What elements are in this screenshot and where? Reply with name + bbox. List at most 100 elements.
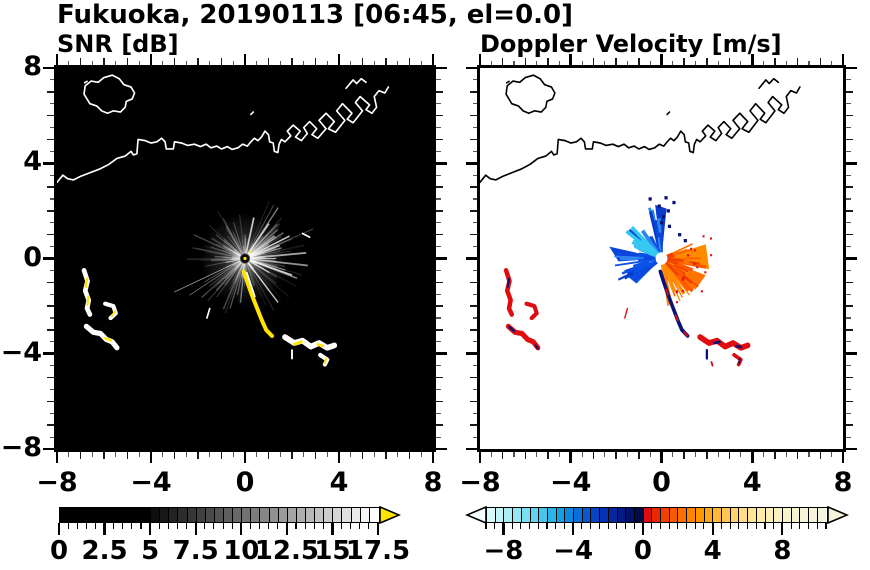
tick <box>846 246 851 248</box>
tick <box>569 54 573 65</box>
radar-ray <box>246 200 270 254</box>
tick <box>846 257 857 260</box>
tick <box>841 54 845 65</box>
tick <box>774 58 776 65</box>
tick <box>841 452 845 463</box>
tick <box>173 58 176 65</box>
tick <box>436 257 447 260</box>
tick <box>185 60 187 65</box>
tick <box>256 60 258 65</box>
colorbar-segment <box>287 508 297 522</box>
tick <box>763 452 765 457</box>
tick <box>819 58 822 65</box>
colorbar-tick <box>616 523 618 529</box>
colorbar-tick <box>240 523 243 535</box>
tick <box>472 174 477 176</box>
tick <box>490 60 492 65</box>
tick <box>466 447 477 451</box>
tick <box>314 452 317 459</box>
colorbar-tick <box>122 523 124 529</box>
colorbar-segment <box>539 508 548 522</box>
radar-ray <box>225 228 243 255</box>
colorbar-tick <box>231 523 233 529</box>
tick <box>513 60 515 65</box>
colorbar-tick <box>485 523 487 529</box>
x-tick-label: 0 <box>235 467 255 498</box>
colorbar-left-arrow <box>464 505 487 524</box>
tick <box>846 210 853 212</box>
x-tick-label: −8 <box>459 467 501 498</box>
radar-ray <box>233 222 244 254</box>
tick <box>49 198 54 200</box>
tick <box>43 447 54 451</box>
tick <box>846 447 857 451</box>
tick <box>197 452 199 459</box>
tick <box>47 186 54 188</box>
tick <box>472 317 477 319</box>
colorbar-segment <box>251 508 261 522</box>
radar-ray <box>233 251 241 257</box>
radar-ray <box>248 227 280 256</box>
echo-main-band <box>241 269 275 338</box>
colorbar-tick <box>113 523 115 529</box>
colorbar-tick <box>222 523 224 529</box>
colorbar-tick <box>502 523 505 535</box>
radar-ray <box>247 262 275 311</box>
tick <box>524 452 527 459</box>
radar-ray <box>233 249 242 256</box>
colorbar-segment <box>513 508 522 522</box>
colorbar-segment <box>315 508 325 522</box>
radar-ray <box>634 242 658 258</box>
tick <box>846 138 853 141</box>
colorbar-tick <box>511 523 513 529</box>
tick <box>649 452 651 457</box>
echo-se-cluster-navy <box>713 340 721 345</box>
tick <box>43 161 54 165</box>
radar-ray <box>197 247 241 258</box>
tick <box>846 150 851 152</box>
y-tick-label: 4 <box>23 146 42 178</box>
colorbar-tick <box>685 523 688 529</box>
velocity-speck <box>681 278 684 281</box>
tick <box>103 452 105 459</box>
colorbar-segment <box>178 508 188 522</box>
tick <box>466 352 477 356</box>
tick <box>361 58 364 65</box>
colorbar-segment <box>187 508 197 522</box>
tick <box>279 452 281 457</box>
radar-ray <box>209 261 242 287</box>
tick <box>43 257 54 260</box>
tick <box>436 66 447 70</box>
radar-ray <box>248 233 268 256</box>
radar-ray <box>216 262 243 298</box>
radar-ray <box>233 251 241 257</box>
colorbar-tick <box>641 523 644 535</box>
tick <box>706 58 708 65</box>
colorbar-tick <box>598 523 600 529</box>
tick <box>513 452 515 457</box>
tick <box>472 269 477 271</box>
radar-ray <box>234 234 244 254</box>
colorbar-segment <box>800 508 810 522</box>
tick <box>592 58 595 65</box>
radar-ray <box>666 254 675 259</box>
radar-ray <box>222 245 241 257</box>
radar-ray <box>224 261 242 280</box>
colorbar-label: 7.5 <box>172 536 219 566</box>
tick <box>683 58 685 65</box>
colorbar-tick <box>322 523 324 529</box>
colorbar-tick <box>651 523 653 529</box>
radar-ray <box>234 263 244 284</box>
tick <box>436 114 443 117</box>
radar-ray <box>248 230 278 256</box>
colorbar-segment <box>305 508 316 522</box>
radar-ray <box>234 248 242 256</box>
radar-ray <box>664 262 690 296</box>
radar-ray <box>225 250 241 257</box>
radar-ray <box>233 251 241 257</box>
radar-ray <box>248 262 281 299</box>
tick <box>470 91 477 93</box>
tick <box>846 91 853 93</box>
colorbar-tick <box>529 523 531 529</box>
velocity-speck <box>667 224 672 229</box>
